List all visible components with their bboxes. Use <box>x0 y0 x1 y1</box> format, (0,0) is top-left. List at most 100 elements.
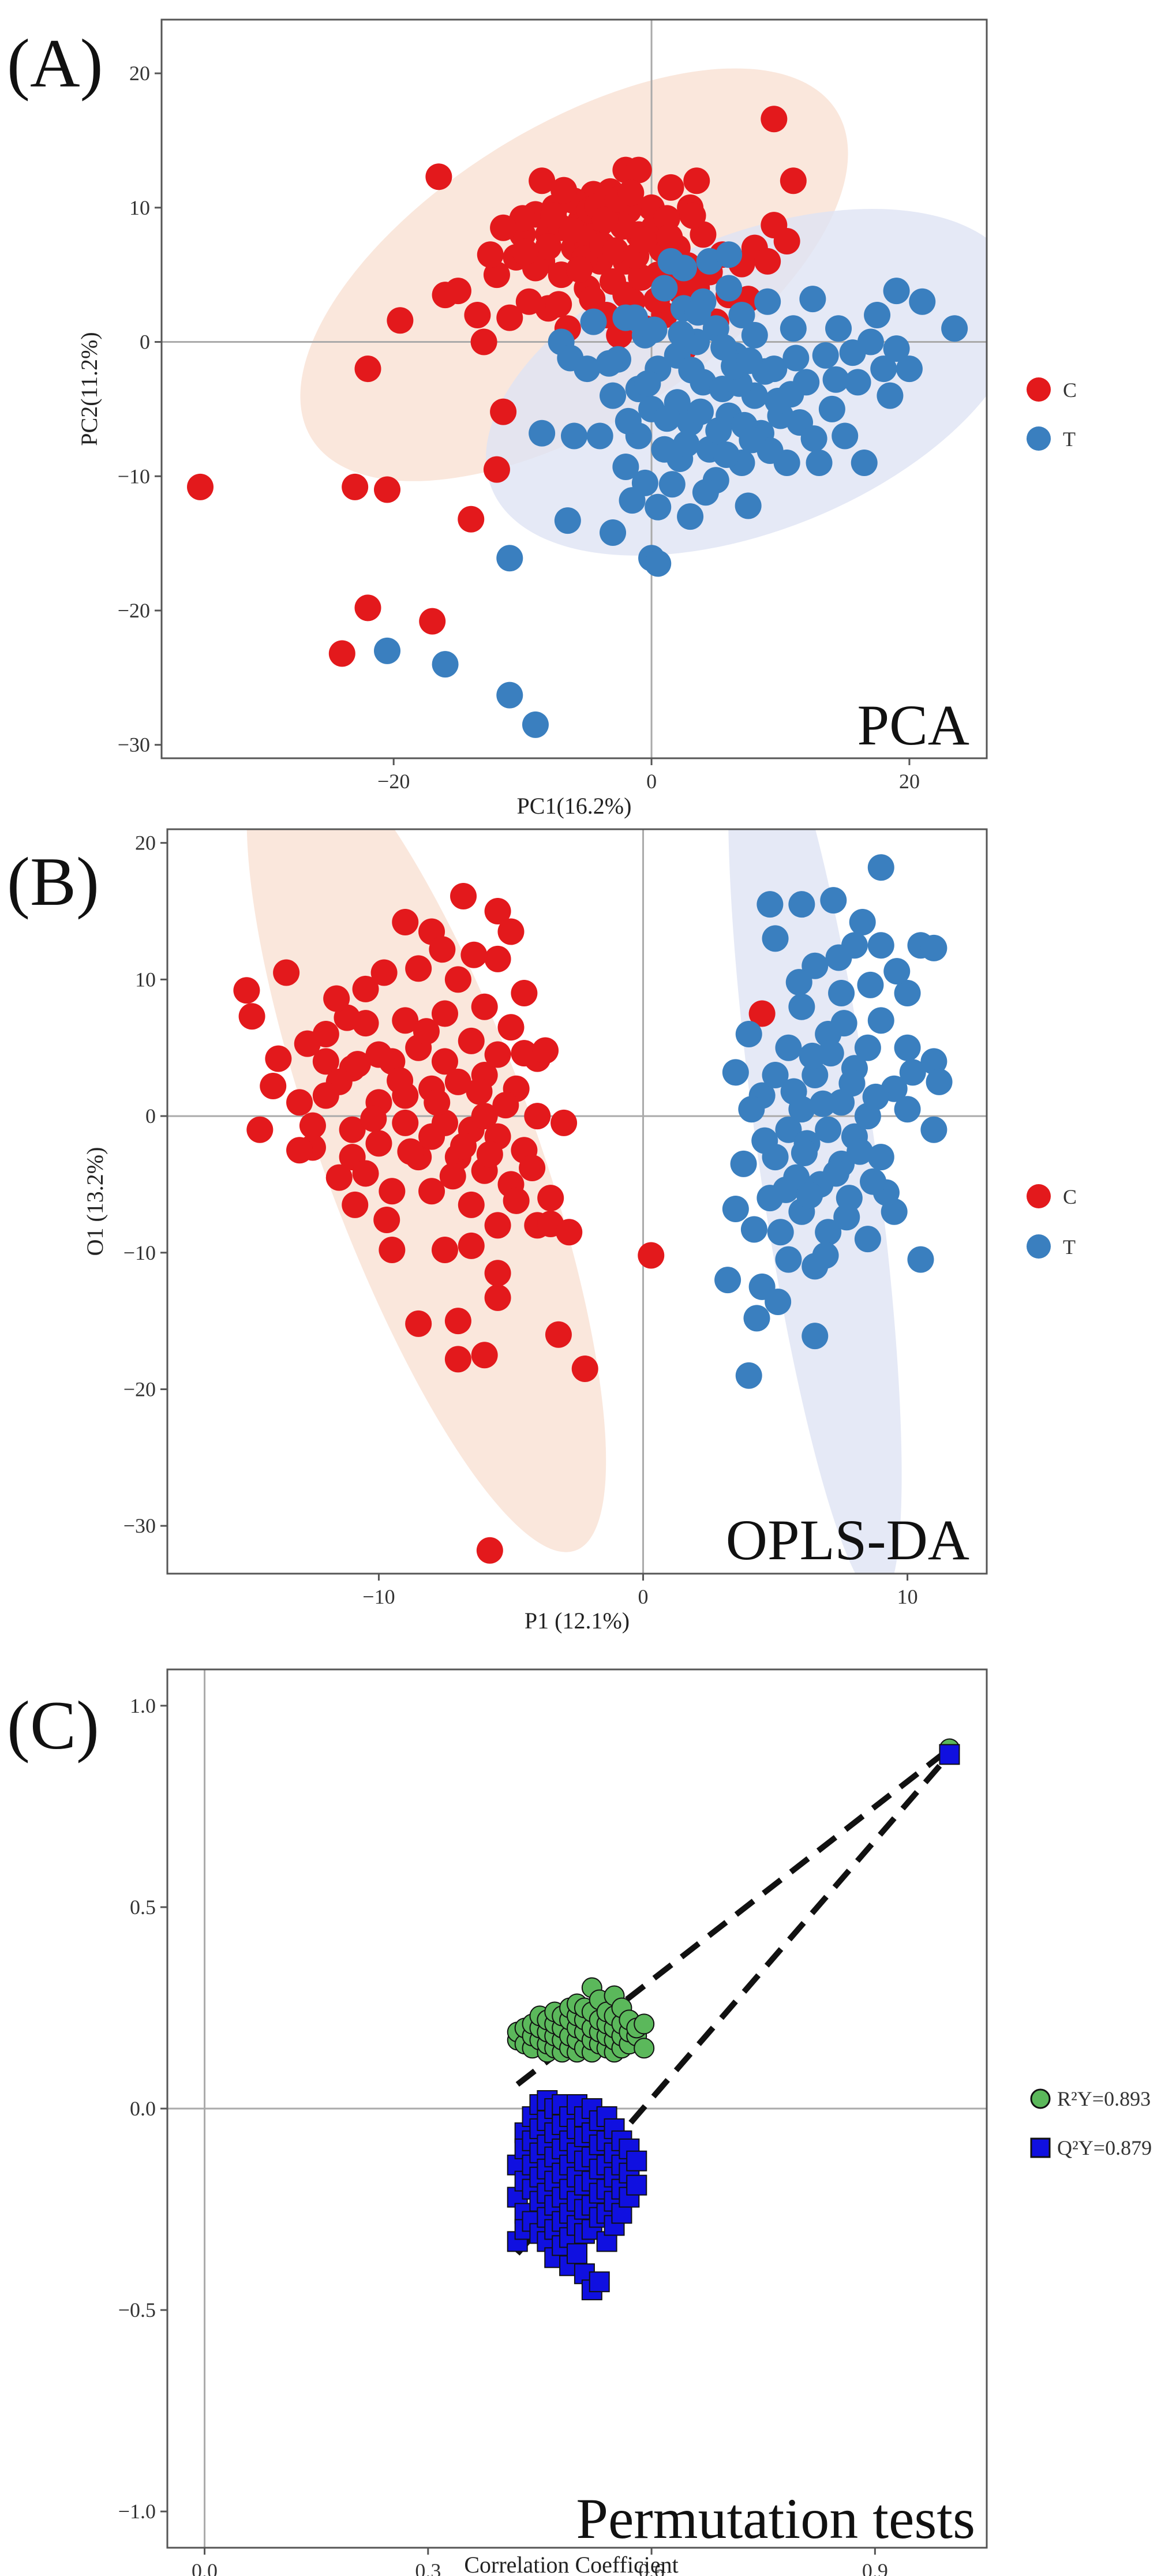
panel-a-plot-label: PCA <box>857 693 969 757</box>
panel-a-point-t <box>765 387 792 414</box>
panel-b-legend-c-label: C <box>1063 1185 1077 1208</box>
panel-a-point-t <box>432 651 459 678</box>
panel-a-point-c <box>628 264 655 291</box>
panel-b-point-t <box>820 887 847 914</box>
panel-b-point-t <box>722 1059 749 1086</box>
panel-a-point-c <box>656 224 683 251</box>
panel-b-point-t <box>762 925 789 952</box>
panel-a-point-t <box>670 254 697 282</box>
panel-b-point-t <box>767 1219 794 1246</box>
panel-c-legend-q2y-marker <box>1030 2137 1051 2158</box>
panel-a-point-c <box>602 237 629 264</box>
panel-b-point-t <box>830 1010 857 1037</box>
panel-a-y-tick-label: 10 <box>129 196 150 219</box>
panel-b-point-t <box>907 1246 934 1273</box>
panel-b-point-t <box>822 1160 849 1187</box>
panel-a-point-c <box>773 228 800 254</box>
panel-c-point-q2y <box>626 2150 647 2171</box>
panel-b-point-t <box>867 854 894 881</box>
panel-b-y-tick-label: −30 <box>123 1514 156 1537</box>
panel-a-point-t <box>741 321 768 349</box>
panel-a-point-t <box>631 469 658 496</box>
panel-b-point-c <box>405 955 432 982</box>
panel-a-point-t <box>799 286 826 313</box>
panel-b-point-t <box>714 1267 741 1294</box>
panel-b-point-c <box>352 975 379 1002</box>
panel-b-point-c <box>392 908 419 935</box>
panel-b-point-t <box>730 1150 757 1177</box>
panel-a-point-c <box>470 328 497 355</box>
panel-b-point-c <box>424 1089 451 1116</box>
panel-a-point-t <box>677 503 704 530</box>
panel-a-point-c <box>187 473 214 500</box>
panel-b-point-t <box>815 1116 842 1143</box>
panel-a-legend-c-marker <box>1027 377 1051 402</box>
panel-a-point-t <box>668 320 695 347</box>
panel-b-point-c <box>299 1112 326 1139</box>
panel-a-point-t <box>596 350 623 377</box>
panel-b-point-t <box>738 1096 765 1123</box>
panel-b-point-c <box>638 1242 665 1269</box>
panel-a-point-c <box>545 291 572 318</box>
panel-a-point-c <box>754 248 781 275</box>
panel-b-plot-label: OPLS-DA <box>726 1508 969 1572</box>
panel-a-point-c <box>683 167 710 194</box>
panel-b-point-t <box>791 1139 818 1166</box>
panel-a-point-t <box>557 345 584 372</box>
panel-c-x-tick-label: 0.0 <box>192 2559 218 2576</box>
panel-a-point-c <box>512 238 539 265</box>
panel-b-point-c <box>545 1321 572 1348</box>
panel-b-point-c <box>294 1030 321 1057</box>
panel-b-point-c <box>286 1089 313 1116</box>
panel-b-point-c <box>484 1284 511 1311</box>
panel-b-point-c <box>405 1310 432 1337</box>
panel-a-y-tick-label: −30 <box>118 733 150 757</box>
panel-a-point-t <box>645 493 672 521</box>
panel-a-point-t <box>651 275 678 302</box>
panel-b-point-t <box>833 1204 860 1231</box>
panel-b-point-c <box>431 1048 458 1075</box>
panel-c-point-r2y <box>634 2013 655 2035</box>
panel-a-point-t <box>832 422 859 450</box>
panel-a-y-tick-label: −10 <box>118 465 150 488</box>
panel-b-point-c <box>431 1000 458 1027</box>
panel-a-point-t <box>716 241 743 268</box>
panel-a-point-c <box>490 214 517 241</box>
panel-a-point-t <box>822 366 849 393</box>
panel-b-y-tick-label: 20 <box>135 832 156 855</box>
panel-a-point-c <box>617 179 645 207</box>
panel-b-point-c <box>431 1237 458 1264</box>
panel-a-point-t <box>634 370 661 397</box>
panel-a-point-c <box>780 167 807 194</box>
panel-b-point-t <box>867 932 894 959</box>
panel-a-point-t <box>612 453 639 480</box>
panel-a-point-t <box>687 398 714 425</box>
panel-b-point-t <box>894 980 921 1007</box>
panel-b-point-t <box>802 952 829 979</box>
panel-a-point-c <box>558 217 585 244</box>
panel-c-y-tick-label: 0.5 <box>130 1896 156 1919</box>
panel-b-point-c <box>458 1232 485 1259</box>
panel-b-point-t <box>722 1196 749 1223</box>
panel-b-point-c <box>431 1109 458 1136</box>
panel-a-point-c <box>458 506 485 533</box>
panel-a-y-tick-label: 20 <box>129 62 150 85</box>
panel-a-point-c <box>387 307 414 334</box>
panel-a-point-t <box>909 288 936 315</box>
panel-a-y-tick-label: −20 <box>118 599 150 622</box>
panel-a-point-t <box>883 335 910 362</box>
panel-b-x-tick-label: 0 <box>638 1585 649 1608</box>
panel-a-point-t <box>739 426 766 454</box>
panel-b-point-c <box>503 1187 530 1214</box>
panel-a-point-t <box>780 315 807 342</box>
panel-a-point-t <box>705 417 732 444</box>
panel-b-x-tick-label: −10 <box>362 1585 395 1608</box>
panel-a-point-c <box>625 156 652 184</box>
panel-b-point-t <box>751 1127 778 1154</box>
panel-b-point-t <box>867 1007 894 1034</box>
panel-a-point-t <box>554 507 581 534</box>
panel-b-point-c <box>532 1037 559 1064</box>
panel-b-point-c <box>392 1109 419 1136</box>
panel-b-point-c <box>418 1178 445 1205</box>
panel-a-legend: C T <box>1027 377 1077 451</box>
